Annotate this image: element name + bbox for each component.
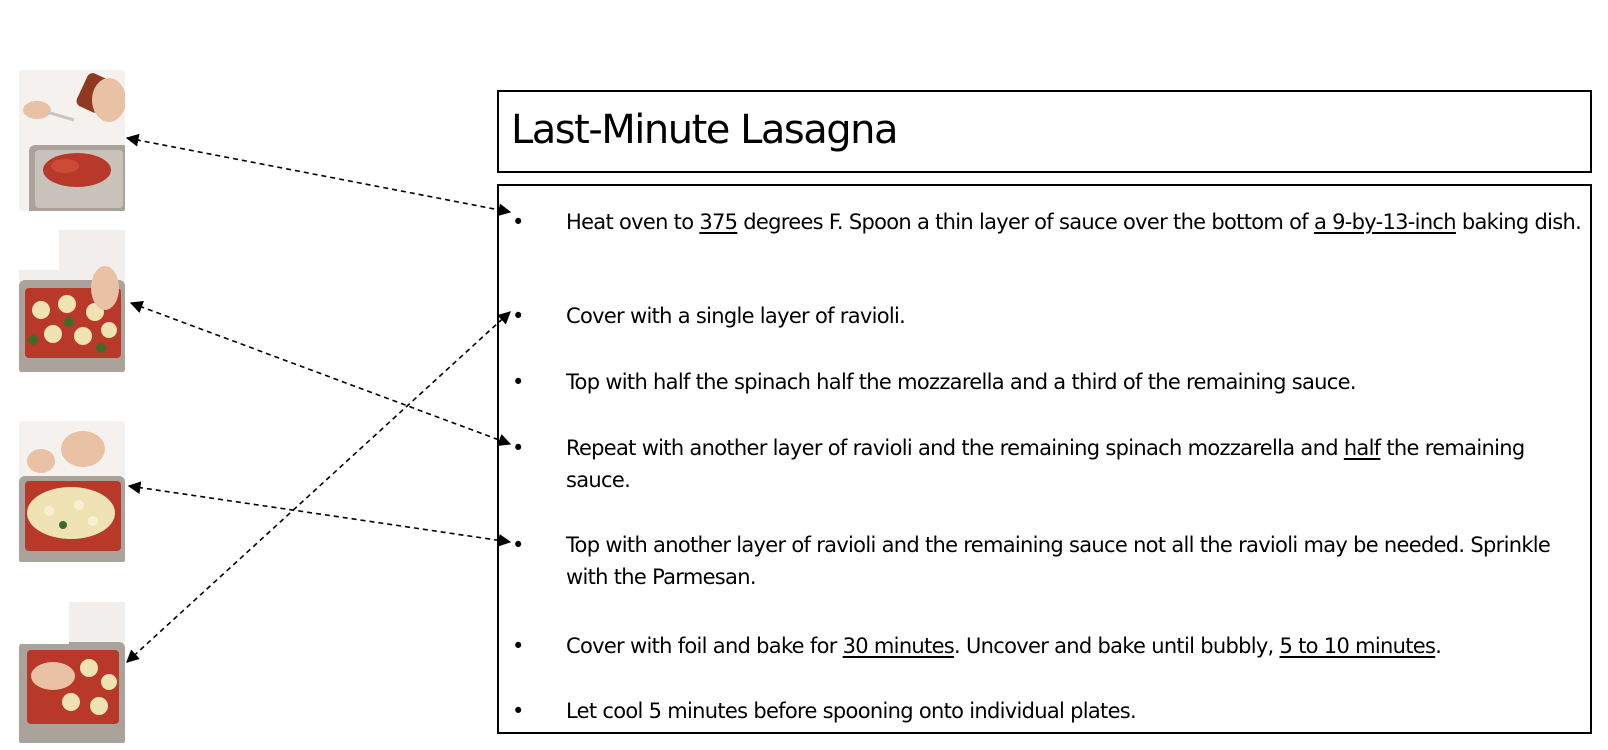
bullet: • <box>512 210 524 234</box>
step-text-segment: Let cool 5 minutes before spooning onto … <box>566 699 1137 723</box>
step-text-segment: Top with another layer of ravioli and th… <box>566 533 1551 589</box>
sauce-jar-photo-icon <box>19 70 125 211</box>
step-text: Top with another layer of ravioli and th… <box>566 529 1586 593</box>
bullet: • <box>512 370 524 394</box>
dashed-arrow <box>125 133 512 217</box>
step-text-segment: Top with half the spinach half the mozza… <box>566 370 1357 394</box>
step-text-segment: Heat oven to <box>566 210 700 234</box>
bullet: • <box>512 634 524 658</box>
bullet: • <box>512 533 524 557</box>
step-text: Top with half the spinach half the mozza… <box>566 366 1586 398</box>
step-text: Cover with a single layer of ravioli. <box>566 300 1586 332</box>
step-text-segment: baking dish. <box>1455 210 1582 234</box>
steps-box: • Heat oven to 375 degrees F. Spoon a th… <box>497 184 1592 734</box>
step-text-segment: . Uncover and bake until bubbly, <box>954 634 1280 658</box>
dashed-arrow <box>126 311 511 663</box>
underlined-value: 5 to 10 minutes <box>1279 634 1436 658</box>
ravioli-placing-photo-icon <box>19 602 125 743</box>
step-text-segment: Cover with foil and bake for <box>566 634 843 658</box>
ravioli-layer-photo-icon <box>19 230 125 372</box>
underlined-value: half <box>1343 436 1381 460</box>
recipe-title: Last-Minute Lasagna <box>511 107 899 153</box>
underlined-value: 30 minutes <box>842 634 955 658</box>
underlined-value: 375 <box>699 210 738 234</box>
underlined-value: a 9-by-13-inch <box>1313 210 1457 234</box>
step-text-segment: Repeat with another layer of ravioli and… <box>566 436 1344 460</box>
step-text: Repeat with another layer of ravioli and… <box>566 432 1586 496</box>
dashed-arrow <box>127 481 512 547</box>
step-text-segment: degrees F. Spoon a thin layer of sauce o… <box>737 210 1314 234</box>
step-text: Heat oven to 375 degrees F. Spoon a thin… <box>566 206 1586 238</box>
bullet: • <box>512 699 524 723</box>
step-text-segment: . <box>1435 634 1442 658</box>
bullet: • <box>512 304 524 328</box>
title-box: Last-Minute Lasagna <box>497 90 1592 173</box>
step-text: Cover with foil and bake for 30 minutes.… <box>566 630 1586 662</box>
dashed-arrow <box>129 301 512 446</box>
step-text-segment: Cover with a single layer of ravioli. <box>566 304 906 328</box>
bullet: • <box>512 436 524 460</box>
step-text: Let cool 5 minutes before spooning onto … <box>566 695 1586 727</box>
step-text-segment: the remaining sauce. <box>566 436 1525 492</box>
cheese-sprinkle-photo-icon <box>19 421 125 562</box>
